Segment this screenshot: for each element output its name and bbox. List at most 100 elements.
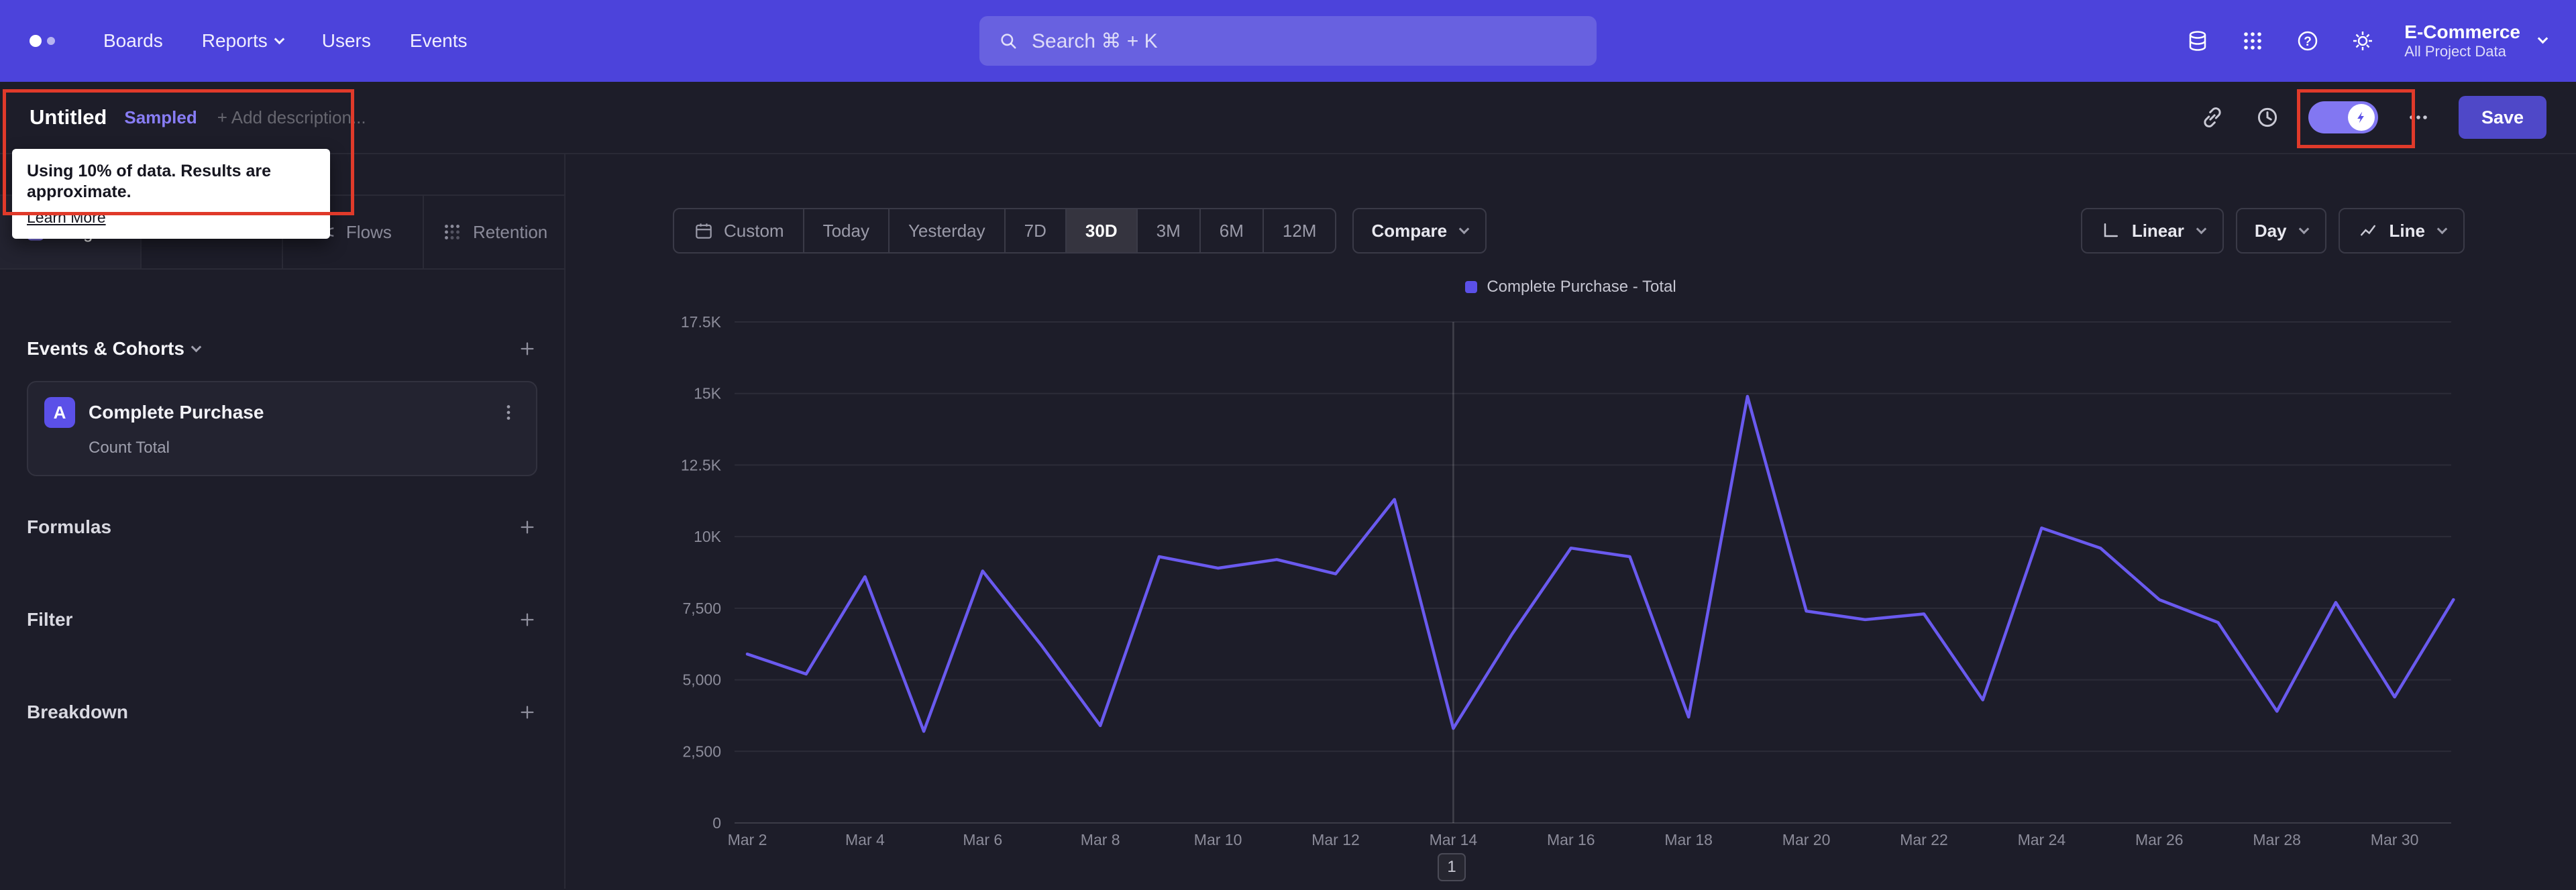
- add-event-button[interactable]: [517, 339, 537, 359]
- x-axis-label: Mar 14: [1430, 831, 1478, 848]
- apps-grid-icon[interactable]: [2239, 27, 2266, 54]
- line-chart: 0 2,500 5,000 7,500 10K 12.5K 15K 17.5K Mar 2 Mar…: [681, 313, 2455, 848]
- granularity-day-dropdown[interactable]: Day: [2235, 208, 2326, 254]
- content-area: Insights Funnels Flows: [0, 154, 2576, 889]
- chevron-down-icon: [274, 34, 285, 44]
- tab-retention[interactable]: Retention: [424, 196, 564, 268]
- logo-dot-icon: [47, 37, 55, 45]
- add-breakdown-button[interactable]: [517, 702, 537, 722]
- chart-panel: Custom Today Yesterday 7D 30D 3M 6M 12M …: [566, 154, 2576, 889]
- y-axis-label: 5,000: [682, 671, 721, 689]
- range-yesterday-label: Yesterday: [908, 220, 985, 241]
- help-icon[interactable]: ?: [2294, 27, 2321, 54]
- range-6m[interactable]: 6M: [1201, 209, 1264, 252]
- x-axis-label: Mar 4: [845, 831, 885, 848]
- x-axis-label: Mar 28: [2253, 831, 2301, 848]
- data-icon[interactable]: [2184, 27, 2211, 54]
- chart-toolbar: Custom Today Yesterday 7D 30D 3M 6M 12M …: [673, 208, 2465, 254]
- save-button[interactable]: Save: [2458, 96, 2546, 139]
- report-title[interactable]: Untitled: [30, 105, 107, 129]
- event-aggregation[interactable]: Count Total: [89, 439, 170, 457]
- x-axis-label: Mar 22: [1900, 831, 1948, 848]
- y-axis-label: 12.5K: [681, 456, 722, 474]
- chart-type-line-dropdown[interactable]: Line: [2338, 208, 2465, 254]
- y-axis-label: 15K: [694, 385, 722, 402]
- nav-events[interactable]: Events: [410, 30, 468, 52]
- add-filter-button[interactable]: [517, 610, 537, 630]
- pagination-page-1[interactable]: 1: [1438, 853, 1466, 881]
- retention-icon: [441, 221, 464, 243]
- x-axis-label: Mar 24: [2018, 831, 2066, 848]
- range-7d-label: 7D: [1024, 220, 1046, 241]
- x-axis-label: Mar 20: [1782, 831, 1831, 848]
- history-clock-icon[interactable]: [2253, 103, 2282, 131]
- y-axis-label: 17.5K: [681, 313, 722, 331]
- kebab-menu-icon[interactable]: [497, 401, 520, 424]
- more-options-icon[interactable]: [2405, 104, 2432, 131]
- range-30d-label: 30D: [1085, 220, 1118, 241]
- nav-boards[interactable]: Boards: [103, 30, 163, 52]
- x-axis-label: Mar 8: [1081, 831, 1120, 848]
- settings-gear-icon[interactable]: [2349, 27, 2376, 54]
- range-3m-label: 3M: [1156, 220, 1181, 241]
- project-name: E-Commerce: [2404, 21, 2520, 43]
- link-icon[interactable]: [2198, 103, 2226, 131]
- learn-more-link[interactable]: Learn More: [27, 208, 106, 226]
- events-cohorts-label[interactable]: Events & Cohorts: [27, 338, 202, 359]
- y-axis-label: 0: [712, 814, 721, 832]
- granularity-day-label: Day: [2254, 220, 2287, 241]
- tab-retention-label: Retention: [472, 221, 548, 242]
- axis-icon: [2100, 220, 2121, 241]
- event-card[interactable]: A Complete Purchase Count Total: [27, 381, 537, 476]
- range-12m[interactable]: 12M: [1264, 209, 1336, 252]
- search-input[interactable]: Search ⌘ + K: [979, 16, 1597, 66]
- nav-users[interactable]: Users: [322, 30, 371, 52]
- chart-type-line-label: Line: [2389, 220, 2425, 241]
- project-scope: All Project Data: [2404, 43, 2506, 60]
- y-axis-label: 2,500: [682, 742, 721, 760]
- logo-dot-icon: [30, 35, 42, 47]
- nav-reports[interactable]: Reports: [202, 30, 285, 52]
- breakdown-section: Breakdown: [27, 698, 537, 727]
- tab-flows[interactable]: Flows: [283, 196, 425, 268]
- svg-text:?: ?: [2304, 35, 2312, 49]
- tab-flows-label: Flows: [345, 221, 392, 242]
- range-today[interactable]: Today: [804, 209, 890, 252]
- range-custom-label: Custom: [724, 220, 784, 241]
- range-12m-label: 12M: [1282, 220, 1317, 241]
- chart-legend: Complete Purchase - Total: [566, 278, 2576, 296]
- top-nav-bar: Boards Reports Users Events Search ⌘ + K…: [0, 0, 2576, 82]
- x-axis-label: Mar 16: [1547, 831, 1595, 848]
- events-cohorts-text: Events & Cohorts: [27, 338, 184, 359]
- y-axis-label: 7,500: [682, 600, 721, 617]
- nav-boards-label: Boards: [103, 30, 163, 51]
- y-axis-label: 10K: [694, 528, 722, 545]
- chevron-down-icon: [191, 341, 202, 352]
- chevron-down-icon: [2537, 34, 2548, 44]
- filter-section: Filter: [27, 605, 537, 634]
- x-axis-label: Mar 2: [728, 831, 767, 848]
- search-icon: [997, 30, 1020, 52]
- x-axis-label: Mar 18: [1664, 831, 1713, 848]
- sampled-badge[interactable]: Sampled: [124, 107, 197, 127]
- range-7d[interactable]: 7D: [1006, 209, 1067, 252]
- filter-label: Filter: [27, 609, 73, 630]
- mixpanel-logo[interactable]: [30, 35, 55, 47]
- range-yesterday[interactable]: Yesterday: [890, 209, 1006, 252]
- compare-button[interactable]: Compare: [1352, 208, 1487, 254]
- range-custom[interactable]: Custom: [674, 209, 804, 252]
- add-description-field[interactable]: + Add description...: [217, 107, 366, 127]
- x-axis-label: Mar 12: [1311, 831, 1360, 848]
- sampling-toggle[interactable]: [2308, 101, 2378, 133]
- x-axis-label: Mar 26: [2135, 831, 2184, 848]
- range-3m[interactable]: 3M: [1138, 209, 1201, 252]
- formulas-section: Formulas: [27, 512, 537, 542]
- scale-linear-dropdown[interactable]: Linear: [2080, 208, 2224, 254]
- event-card-row: A Complete Purchase: [44, 397, 520, 428]
- project-selector[interactable]: E-Commerce All Project Data: [2404, 21, 2548, 60]
- add-formula-button[interactable]: [517, 517, 537, 537]
- topbar-right-cluster: ? E-Commerce All Project Data: [2184, 21, 2548, 60]
- lightning-bolt-icon: [2357, 111, 2364, 123]
- range-30d[interactable]: 30D: [1066, 209, 1138, 252]
